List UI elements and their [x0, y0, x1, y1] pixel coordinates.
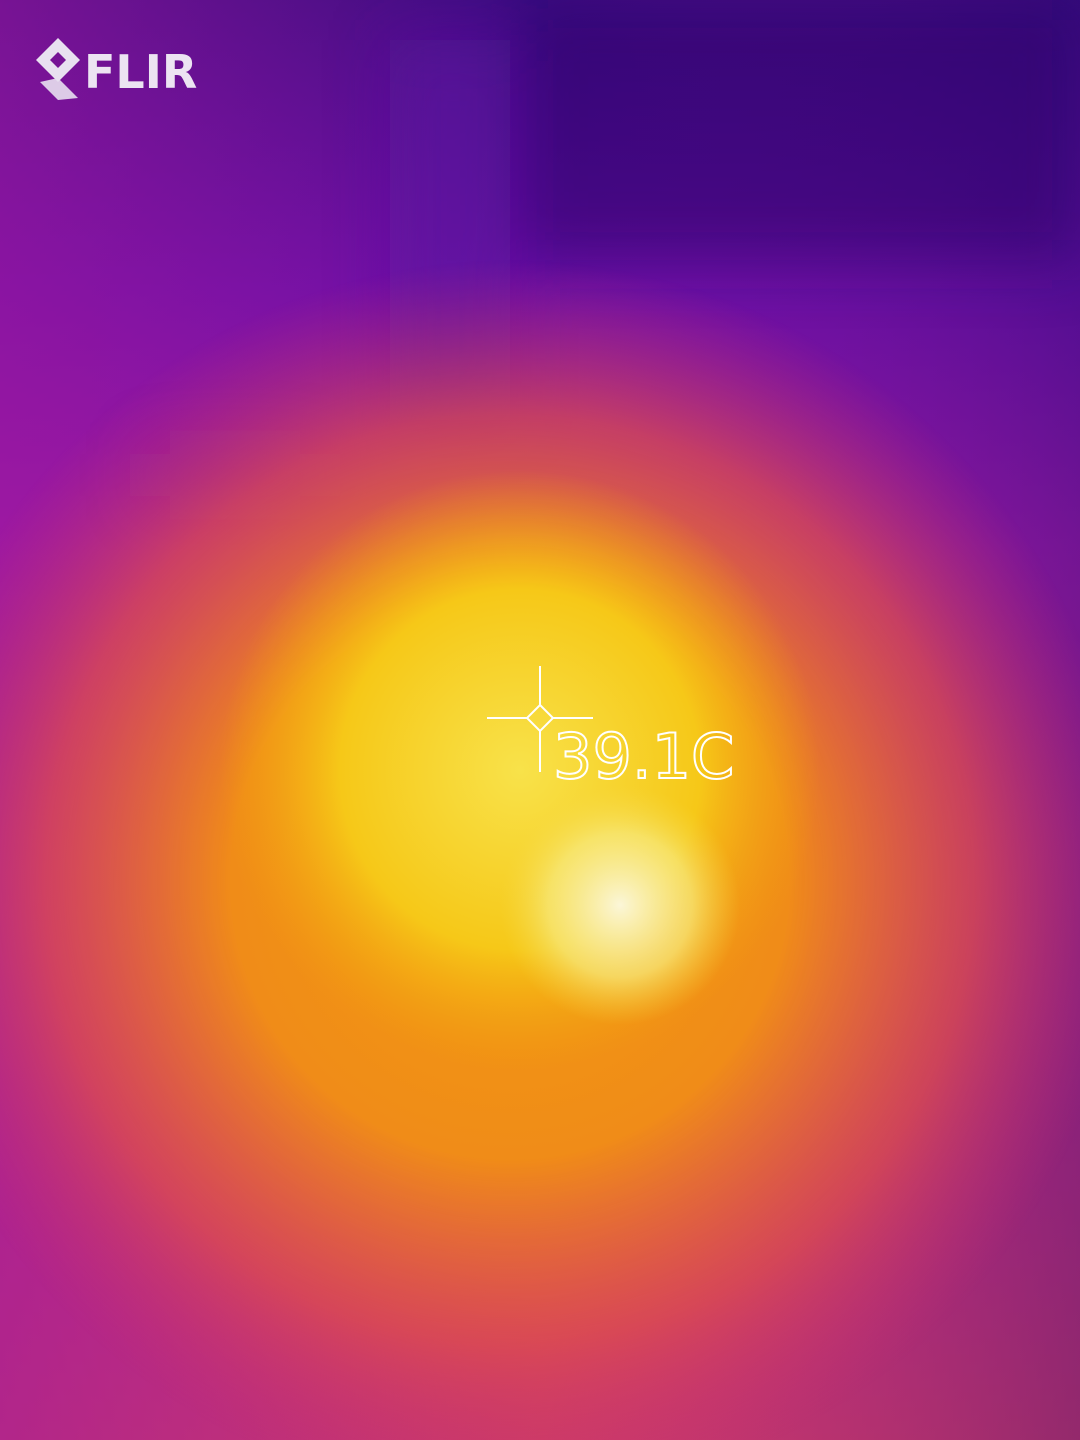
crosshair — [487, 666, 593, 772]
logo-text: FLIR — [84, 45, 197, 99]
spot-reading: 39.1C — [553, 720, 734, 793]
logo: FLIR — [36, 38, 197, 100]
